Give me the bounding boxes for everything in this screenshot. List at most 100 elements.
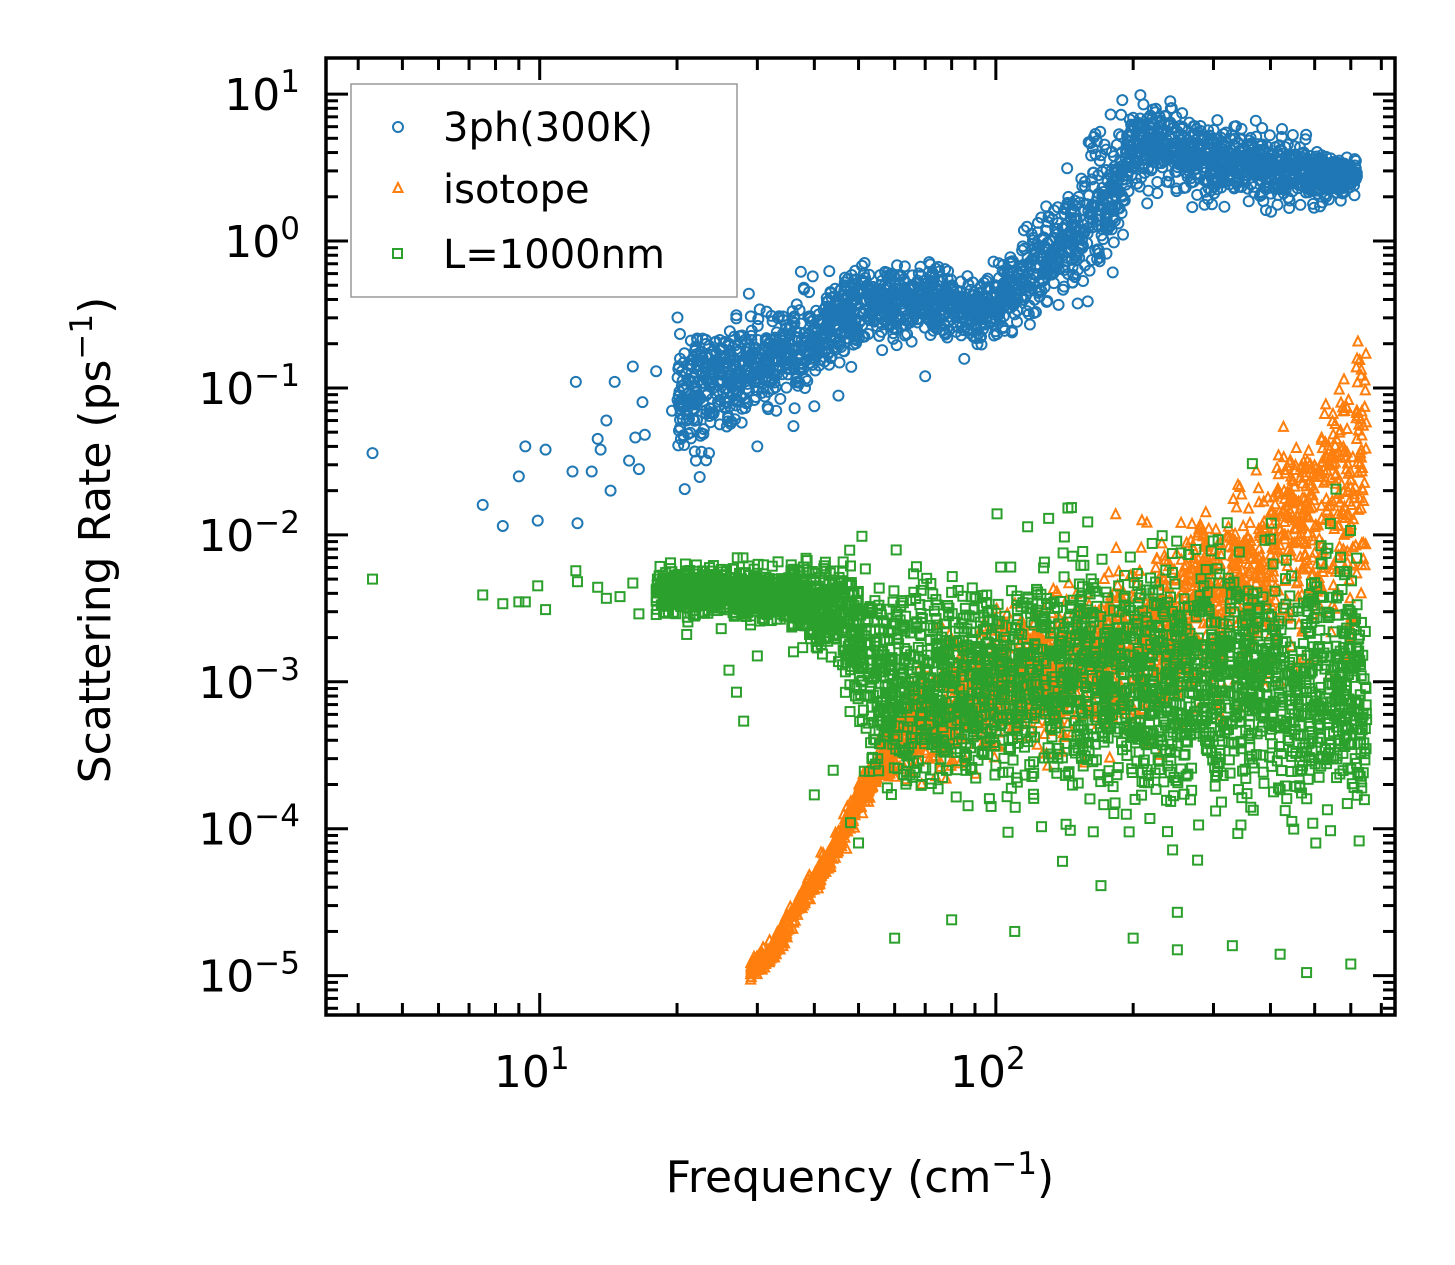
data-point xyxy=(1319,397,1332,410)
data-point xyxy=(690,348,703,361)
data-point xyxy=(830,298,843,311)
data-point xyxy=(571,517,584,530)
data-point xyxy=(682,363,695,376)
data-point xyxy=(1174,515,1188,528)
data-point xyxy=(1110,138,1123,151)
data-point xyxy=(838,315,851,328)
data-point xyxy=(853,288,866,301)
data-point xyxy=(1134,89,1147,102)
data-point xyxy=(1167,150,1180,163)
series-3ph-300k- xyxy=(366,89,1363,532)
data-point xyxy=(701,375,714,388)
data-point xyxy=(1002,268,1015,281)
data-point xyxy=(1121,135,1134,148)
data-point xyxy=(989,286,1002,299)
data-point xyxy=(1098,571,1111,584)
data-point xyxy=(940,301,953,314)
data-point xyxy=(1153,110,1166,123)
data-point xyxy=(887,332,900,345)
data-point xyxy=(723,325,736,338)
data-point xyxy=(997,321,1010,334)
data-point xyxy=(714,367,727,380)
data-point xyxy=(853,316,866,329)
data-point xyxy=(1217,128,1230,141)
data-point xyxy=(806,270,819,283)
data-point xyxy=(678,439,691,452)
data-point xyxy=(771,312,784,325)
data-point xyxy=(1029,306,1042,319)
data-point xyxy=(1005,255,1018,268)
data-point xyxy=(512,470,525,483)
data-point xyxy=(707,381,720,394)
data-point xyxy=(1162,169,1175,182)
data-point xyxy=(791,379,804,392)
data-point xyxy=(1083,264,1096,277)
data-point xyxy=(847,338,860,351)
data-point xyxy=(1040,200,1053,213)
data-point xyxy=(742,287,755,300)
data-point xyxy=(1094,149,1107,162)
data-point xyxy=(724,354,737,367)
data-point xyxy=(1250,149,1263,162)
data-point xyxy=(1358,475,1371,488)
data-point xyxy=(906,304,919,317)
data-point xyxy=(918,274,931,287)
data-point xyxy=(823,265,836,278)
data-point xyxy=(1304,153,1317,166)
data-point xyxy=(1125,119,1138,132)
data-point xyxy=(1095,229,1108,242)
data-point xyxy=(675,365,688,378)
data-point xyxy=(838,276,851,289)
data-point xyxy=(1076,239,1089,252)
data-point xyxy=(1080,198,1093,211)
data-point xyxy=(766,361,779,374)
data-point xyxy=(987,255,1000,268)
data-point xyxy=(1052,298,1065,311)
data-point xyxy=(1003,283,1016,296)
data-point xyxy=(1187,175,1200,188)
data-point xyxy=(1243,515,1257,528)
data-point xyxy=(626,360,639,373)
data-point xyxy=(1033,290,1046,303)
data-point xyxy=(1093,255,1106,268)
data-point xyxy=(942,265,955,278)
data-point xyxy=(1061,162,1074,175)
data-point xyxy=(893,309,906,322)
data-point xyxy=(810,330,823,343)
data-point xyxy=(1218,200,1231,213)
data-point xyxy=(1198,198,1211,211)
data-point xyxy=(1242,195,1255,208)
data-point xyxy=(1263,129,1276,142)
data-point xyxy=(793,304,806,317)
data-point xyxy=(1327,181,1340,194)
data-point xyxy=(1117,194,1130,207)
data-point xyxy=(1323,163,1336,176)
data-point xyxy=(1149,560,1162,573)
data-point xyxy=(476,498,489,511)
data-point xyxy=(1053,254,1066,267)
data-point xyxy=(671,311,684,324)
data-point xyxy=(594,443,607,456)
data-point xyxy=(1151,551,1164,564)
data-point xyxy=(672,389,685,402)
data-point xyxy=(1331,182,1344,195)
data-point xyxy=(1175,122,1188,135)
data-point xyxy=(737,356,750,369)
data-point xyxy=(720,396,733,409)
data-point xyxy=(909,291,922,304)
data-point xyxy=(845,360,858,373)
data-point xyxy=(1209,522,1223,535)
data-point xyxy=(754,348,767,361)
data-point xyxy=(887,327,900,340)
data-point xyxy=(683,393,696,406)
data-point xyxy=(719,383,732,396)
data-point xyxy=(751,319,764,332)
data-point xyxy=(1158,109,1171,122)
data-point xyxy=(870,313,883,326)
data-point xyxy=(678,483,691,496)
data-point xyxy=(781,352,794,365)
data-point xyxy=(1183,116,1196,129)
data-point xyxy=(636,396,649,409)
data-point xyxy=(940,290,953,303)
data-point xyxy=(608,375,621,388)
